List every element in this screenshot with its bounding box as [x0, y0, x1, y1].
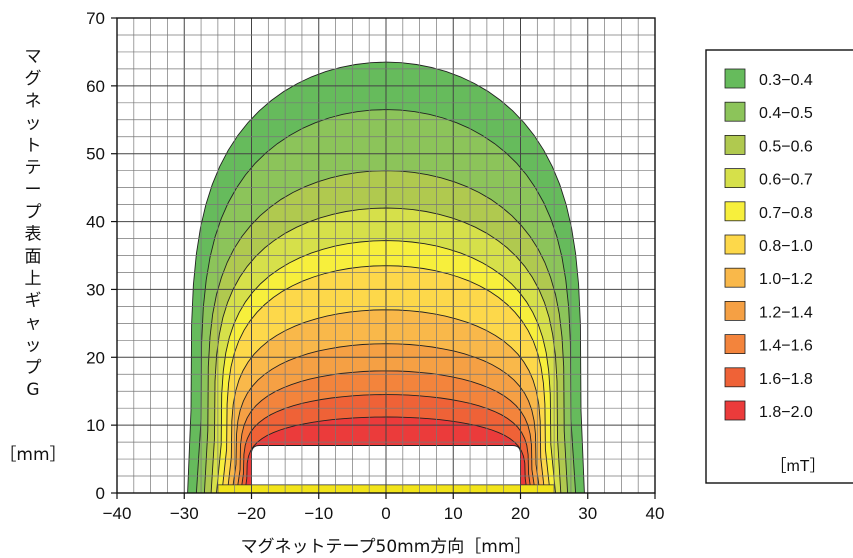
- x-axis-title: マグネットテープ50mm方向［mm］: [241, 537, 532, 557]
- contour-line-1: [195, 109, 577, 494]
- legend-label: 1.6−1.8: [759, 371, 813, 388]
- contour-line-7: [231, 343, 541, 494]
- legend-label: 0.7−0.8: [759, 205, 813, 222]
- y-tick-label: 10: [86, 416, 105, 435]
- y-axis-title-char: ギ: [25, 291, 42, 311]
- contour-line-9: [240, 394, 532, 494]
- x-tick-label: 20: [511, 504, 530, 523]
- y-tick-label: 60: [86, 77, 105, 96]
- legend-swatch: [724, 101, 746, 122]
- y-axis-title-char: 上: [25, 269, 42, 289]
- y-axis-title-char: 面: [25, 247, 42, 267]
- y-axis-unit: ［mm］: [0, 445, 67, 465]
- contour-line-10: [244, 416, 528, 494]
- legend-label: 0.4−0.5: [759, 105, 813, 122]
- legend-label: 1.8−2.0: [759, 404, 813, 421]
- legend-swatch: [724, 168, 746, 189]
- y-axis-title-char: マ: [25, 47, 42, 67]
- legend-label: 0.6−0.7: [759, 172, 813, 189]
- contour-line-0: [187, 61, 585, 494]
- y-tick-label: 50: [86, 145, 105, 164]
- y-tick-label: 70: [86, 9, 105, 28]
- x-tick-label: 0: [381, 504, 390, 523]
- y-axis-title-char: ャ: [25, 313, 42, 333]
- legend-label: 1.2−1.4: [759, 304, 813, 321]
- y-tick-label: 30: [86, 280, 105, 299]
- legend-label: 1.4−1.6: [759, 338, 813, 355]
- contour-line-5: [221, 265, 551, 494]
- y-axis-title-char: プ: [25, 358, 42, 378]
- legend-swatch: [724, 201, 746, 222]
- y-axis-title-char: G: [26, 380, 39, 400]
- y-axis-title-char: グ: [25, 69, 42, 89]
- y-axis-title-char: ー: [25, 180, 42, 200]
- x-tick-label: −40: [103, 504, 132, 523]
- y-tick-label: 0: [96, 484, 105, 503]
- y-axis-title-char: 表: [25, 225, 42, 245]
- legend-label: 0.8−1.0: [759, 238, 813, 255]
- contour-lines: [187, 61, 585, 494]
- x-tick-label: 10: [444, 504, 463, 523]
- y-axis-title-char: ッ: [25, 336, 42, 356]
- y-axis-ticks: 0 10 20 30 40 50 60 70: [86, 9, 117, 503]
- x-tick-label: 30: [578, 504, 597, 523]
- legend: 0.3−0.4 0.4−0.5 0.5−0.6 0.6−0.7 0.7−0.8 0.8−1…: [705, 49, 853, 484]
- y-axis-title-char: ネ: [25, 91, 42, 111]
- legend-label: 0.5−0.6: [759, 138, 813, 155]
- legend-swatch: [724, 367, 746, 388]
- contour-line-3: [210, 207, 562, 494]
- contour-line-6: [226, 309, 546, 494]
- y-tick-label: 20: [86, 348, 105, 367]
- legend-label: 0.3−0.4: [759, 72, 813, 89]
- x-tick-label: −30: [170, 504, 199, 523]
- x-tick-label: 40: [646, 504, 665, 523]
- legend-swatch: [724, 334, 746, 355]
- legend-swatch: [724, 400, 746, 421]
- legend-label: 1.0−1.2: [759, 271, 813, 288]
- x-axis-ticks: −40 −30 −20 −10 0 10 20 30 40: [103, 493, 665, 523]
- legend-swatch: [724, 134, 746, 155]
- y-tick-label: 40: [86, 213, 105, 232]
- y-axis-title-char: テ: [25, 158, 42, 178]
- y-axis-title-char: プ: [25, 202, 42, 222]
- x-tick-label: −20: [237, 504, 266, 523]
- y-axis-title-char: ト: [25, 136, 42, 156]
- legend-swatch: [724, 68, 746, 89]
- legend-swatch: [724, 267, 746, 288]
- x-tick-label: −10: [304, 504, 333, 523]
- legend-swatch: [724, 234, 746, 255]
- y-axis-title-char: ッ: [25, 114, 42, 134]
- legend-unit: ［mT］: [770, 457, 825, 475]
- legend-swatch: [724, 300, 746, 321]
